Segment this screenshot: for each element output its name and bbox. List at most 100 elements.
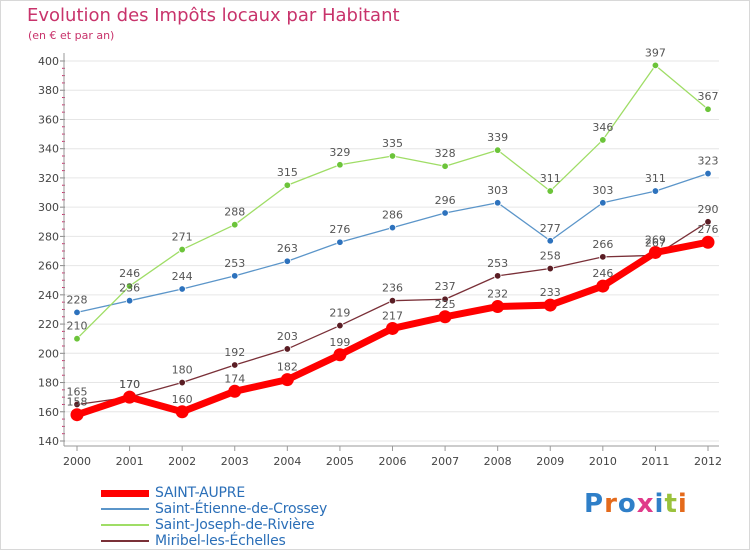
y-tick-label: 260 [38,260,59,273]
data-label: 158 [67,396,88,409]
data-point [599,199,607,207]
data-label: 225 [435,298,456,311]
x-tick-label: 2008 [484,455,512,468]
data-point [546,264,554,273]
data-label: 288 [224,206,245,219]
data-label: 311 [540,172,561,185]
legend-item: Saint-Étienne-de-Crossey [101,501,327,517]
data-label: 303 [592,184,613,197]
data-label: 258 [540,250,561,263]
x-tick-label: 2002 [168,455,196,468]
data-point [701,235,715,249]
series-0 [70,235,715,422]
x-tick-label: 2001 [116,455,144,468]
data-point [651,61,660,70]
legend-swatch [101,508,149,510]
series-2 [73,61,712,343]
y-tick-label: 380 [38,84,59,97]
data-point [704,105,712,113]
data-point [386,321,399,335]
data-point [336,238,344,246]
legend-item: SAINT-AUPRE [101,485,327,501]
data-point [493,146,502,154]
data-point [178,285,186,293]
data-point [441,209,449,217]
y-tick-label: 160 [38,406,59,419]
data-point [438,310,452,324]
data-label: 339 [487,131,508,144]
data-point [336,321,344,330]
data-point [441,295,449,303]
x-tick-label: 2009 [536,455,564,468]
data-label: 233 [540,286,561,299]
data-label: 170 [119,378,140,391]
data-point [73,308,81,317]
brand-letter: x [636,489,655,519]
data-label: 246 [119,267,140,280]
brand-letter: r [604,489,618,519]
x-tick-label: 2006 [379,455,407,468]
data-point [546,187,554,195]
data-label: 246 [592,267,613,280]
data-label: 367 [698,90,719,103]
data-label: 203 [277,330,298,343]
y-tick-label: 240 [38,289,59,302]
data-label: 335 [382,137,403,150]
data-point [388,223,397,232]
data-point [599,253,607,261]
data-label: 182 [277,361,298,374]
data-label: 253 [487,257,508,270]
data-point [493,272,502,280]
y-tick-label: 220 [38,318,59,331]
data-point [543,298,557,312]
brand-logo: Proxiti [584,489,688,519]
chart-title: Evolution des Impôts locaux par Habitant [27,5,400,26]
data-point [546,237,554,245]
data-point [280,373,294,387]
data-point [441,162,449,170]
data-label: 253 [224,257,245,270]
data-label: 217 [382,309,403,322]
data-label: 263 [277,242,298,255]
x-tick-label: 2011 [641,455,669,468]
x-tick-label: 2003 [221,455,249,468]
y-tick-label: 340 [38,143,59,156]
data-point [704,169,712,178]
legend-swatch [101,540,149,542]
data-label: 180 [172,364,193,377]
brand-letter: i [677,489,688,519]
legend-item: Miribel-les-Échelles [101,533,327,549]
data-point [73,334,81,343]
data-point [70,408,84,422]
data-label: 328 [435,147,456,160]
data-label: 170 [119,378,140,391]
data-label: 276 [698,223,719,236]
x-tick-label: 2005 [326,455,354,468]
data-label: 277 [540,222,561,235]
legend-label: SAINT-AUPRE [155,485,245,501]
data-point [175,405,189,419]
data-point [231,361,239,369]
legend: SAINT-AUPRE Saint-Étienne-de-Crossey Saint… [101,485,327,549]
x-tick-label: 2012 [694,455,722,468]
data-label: 160 [172,393,193,406]
legend-item: Saint-Joseph-de-Rivière [101,517,327,533]
data-label: 286 [382,209,403,222]
data-label: 323 [698,155,719,168]
x-tick-label: 2000 [63,455,91,468]
data-point [493,199,502,207]
data-label: 236 [382,282,403,295]
data-point [388,296,397,305]
data-point [333,348,347,362]
y-tick-label: 180 [38,377,59,390]
data-label: 267 [645,236,666,249]
data-label: 329 [329,146,350,159]
data-point [125,282,134,290]
data-point [336,161,344,169]
data-point [178,245,186,254]
data-point [648,245,662,259]
data-point [651,187,660,195]
legend-label: Saint-Joseph-de-Rivière [155,517,315,533]
data-label: 315 [277,166,298,179]
data-label: 311 [645,172,666,185]
